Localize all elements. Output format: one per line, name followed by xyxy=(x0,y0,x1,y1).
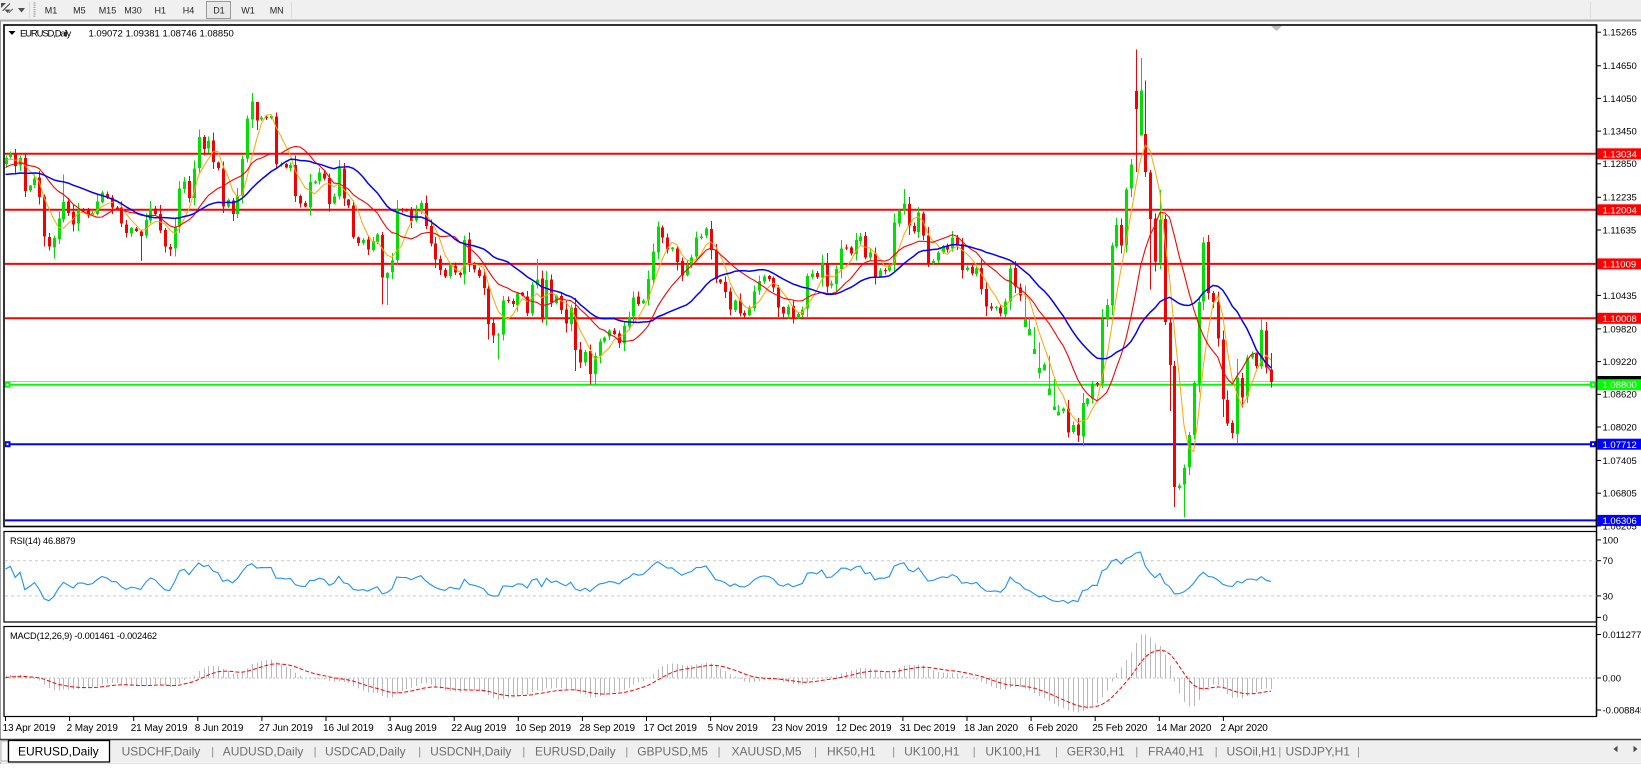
svg-text:1.12235: 1.12235 xyxy=(1603,193,1637,204)
svg-text:3 Aug 2019: 3 Aug 2019 xyxy=(387,723,437,734)
svg-text:FRA40,H1: FRA40,H1 xyxy=(1148,745,1204,759)
svg-text:-0.008845: -0.008845 xyxy=(1603,705,1641,716)
svg-text:AUDUSD,Daily: AUDUSD,Daily xyxy=(223,745,304,759)
svg-text:UK100,H1: UK100,H1 xyxy=(904,745,960,759)
svg-text:|: | xyxy=(211,746,214,758)
svg-text:1.13450: 1.13450 xyxy=(1603,127,1637,138)
svg-text:8 Jun 2019: 8 Jun 2019 xyxy=(195,723,244,734)
svg-text:0.011277: 0.011277 xyxy=(1603,630,1641,641)
svg-text:M5: M5 xyxy=(73,6,86,16)
svg-text:2 Apr 2020: 2 Apr 2020 xyxy=(1220,723,1268,734)
svg-text:10 Sep 2019: 10 Sep 2019 xyxy=(515,723,571,734)
svg-text:UK100,H1: UK100,H1 xyxy=(985,745,1041,759)
svg-text:|: | xyxy=(314,746,317,758)
svg-text:1.09820: 1.09820 xyxy=(1603,324,1637,335)
svg-text:1.08800: 1.08800 xyxy=(1603,380,1637,391)
svg-text:EURUSD,Daily: EURUSD,Daily xyxy=(535,745,616,759)
svg-text:USOil,H1: USOil,H1 xyxy=(1227,745,1277,759)
svg-text:USDCAD,Daily: USDCAD,Daily xyxy=(325,745,406,759)
svg-text:23 Nov 2019: 23 Nov 2019 xyxy=(772,723,828,734)
svg-text:1.11635: 1.11635 xyxy=(1603,225,1637,236)
svg-text:EURUSD,Daily: EURUSD,Daily xyxy=(18,745,99,759)
svg-text:21 May 2019: 21 May 2019 xyxy=(131,723,188,734)
svg-text:|: | xyxy=(1055,746,1058,758)
svg-text:0.00: 0.00 xyxy=(1603,673,1622,684)
svg-text:EURUSD,Daily: EURUSD,Daily xyxy=(20,29,71,40)
svg-text:13 Apr 2019: 13 Apr 2019 xyxy=(3,723,56,734)
svg-text:1.14650: 1.14650 xyxy=(1603,61,1637,72)
svg-text:|: | xyxy=(1278,746,1281,758)
svg-text:1.13034: 1.13034 xyxy=(1603,149,1637,160)
svg-text:MN: MN xyxy=(270,6,284,16)
svg-text:|: | xyxy=(718,746,721,758)
svg-text:27 Jun 2019: 27 Jun 2019 xyxy=(259,723,313,734)
svg-text:30: 30 xyxy=(1603,591,1614,602)
svg-text:1.08620: 1.08620 xyxy=(1603,390,1637,401)
svg-text:25 Feb 2020: 25 Feb 2020 xyxy=(1092,723,1148,734)
svg-text:MACD(12,26,9) -0.001461 -0.002: MACD(12,26,9) -0.001461 -0.002462 xyxy=(10,631,157,641)
svg-text:|: | xyxy=(522,746,525,758)
svg-text:1.07712: 1.07712 xyxy=(1603,440,1637,451)
svg-text:1.09220: 1.09220 xyxy=(1603,357,1637,368)
svg-text:USDJPY,H1: USDJPY,H1 xyxy=(1286,745,1351,759)
svg-text:GBPUSD,M5: GBPUSD,M5 xyxy=(637,745,708,759)
svg-text:1.11009: 1.11009 xyxy=(1603,260,1637,271)
svg-text:HK50,H1: HK50,H1 xyxy=(827,745,876,759)
svg-text:RSI(14) 46.8879: RSI(14) 46.8879 xyxy=(10,536,75,546)
svg-text:|: | xyxy=(1135,746,1138,758)
svg-text:14 Mar 2020: 14 Mar 2020 xyxy=(1156,723,1212,734)
svg-text:1.09072 1.09381 1.08746 1.0885: 1.09072 1.09381 1.08746 1.08850 xyxy=(89,29,234,40)
svg-text:H1: H1 xyxy=(155,6,167,16)
svg-text:M1: M1 xyxy=(45,6,58,16)
svg-text:1.08020: 1.08020 xyxy=(1603,422,1637,433)
svg-text:1.10435: 1.10435 xyxy=(1603,291,1637,302)
svg-text:1.14050: 1.14050 xyxy=(1603,94,1637,105)
svg-text:12 Dec 2019: 12 Dec 2019 xyxy=(836,723,892,734)
svg-text:28 Sep 2019: 28 Sep 2019 xyxy=(579,723,635,734)
svg-text:1.06805: 1.06805 xyxy=(1603,489,1637,500)
svg-text:6 Feb 2020: 6 Feb 2020 xyxy=(1028,723,1078,734)
svg-text:70: 70 xyxy=(1603,556,1614,567)
svg-text:|: | xyxy=(814,746,817,758)
svg-text:|: | xyxy=(1357,746,1360,758)
svg-text:1.12850: 1.12850 xyxy=(1603,159,1637,170)
svg-text:|: | xyxy=(625,746,628,758)
svg-text:1.10008: 1.10008 xyxy=(1603,314,1637,325)
svg-text:H4: H4 xyxy=(183,6,195,16)
svg-text:17 Oct 2019: 17 Oct 2019 xyxy=(644,723,698,734)
svg-text:|: | xyxy=(1215,746,1218,758)
svg-text:1.07405: 1.07405 xyxy=(1603,456,1637,467)
svg-text:31 Dec 2019: 31 Dec 2019 xyxy=(900,723,956,734)
svg-text:1.15265: 1.15265 xyxy=(1603,28,1637,39)
svg-text:USDCNH,Daily: USDCNH,Daily xyxy=(430,745,511,759)
svg-text:M15: M15 xyxy=(99,6,117,16)
svg-text:|: | xyxy=(973,746,976,758)
svg-text:|: | xyxy=(418,746,421,758)
svg-text:5 Nov 2019: 5 Nov 2019 xyxy=(708,723,759,734)
svg-text:XAUUSD,M5: XAUUSD,M5 xyxy=(732,745,802,759)
svg-text:1.06306: 1.06306 xyxy=(1603,516,1637,527)
svg-text:22 Aug 2019: 22 Aug 2019 xyxy=(451,723,507,734)
svg-text:2 May 2019: 2 May 2019 xyxy=(67,723,119,734)
svg-text:M30: M30 xyxy=(124,6,142,16)
svg-text:18 Jan 2020: 18 Jan 2020 xyxy=(964,723,1018,734)
svg-text:1.12004: 1.12004 xyxy=(1603,205,1637,216)
svg-text:W1: W1 xyxy=(241,6,255,16)
svg-text:D1: D1 xyxy=(213,6,225,16)
svg-text:0: 0 xyxy=(1603,613,1608,624)
svg-text:|: | xyxy=(892,746,895,758)
svg-text:USDCHF,Daily: USDCHF,Daily xyxy=(122,745,201,759)
svg-text:GER30,H1: GER30,H1 xyxy=(1067,745,1125,759)
svg-text:100: 100 xyxy=(1603,535,1619,546)
svg-text:16 Jul 2019: 16 Jul 2019 xyxy=(323,723,374,734)
